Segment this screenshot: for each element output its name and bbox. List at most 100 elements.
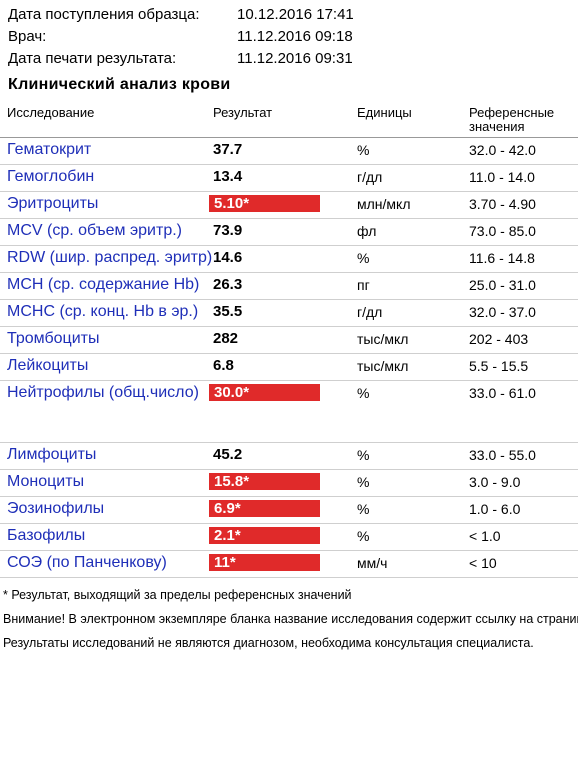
- result-cell: 73.9: [213, 222, 351, 245]
- test-name: Моноциты: [7, 473, 85, 490]
- result-flagged: 15.8*: [209, 473, 320, 490]
- info-label: Дата печати результата:: [8, 50, 177, 67]
- table-row: Базофилы 2.1*% < 1.0: [0, 524, 578, 551]
- table-row: Гематокрит 37.7% 32.0 - 42.0: [0, 138, 578, 165]
- units: тыс/мкл: [357, 358, 409, 374]
- result-cell: 13.4: [213, 168, 351, 191]
- result: 13.4: [213, 168, 243, 185]
- test-name: Лейкоциты: [7, 357, 89, 374]
- table-row: MCV (ср. объем эритр.) 73.9 фл 73.0 - 85.0: [0, 219, 578, 246]
- table-row: Гемоглобин 13.4 г/дл 11.0 - 14.0: [0, 165, 578, 192]
- test-name: Эритроциты: [7, 195, 99, 212]
- info-row: Врач: 11.12.2016 09:18: [8, 28, 353, 46]
- reference-range: < 10: [469, 555, 497, 571]
- result-flagged: 5.10*: [209, 195, 320, 212]
- note: Результаты исследований не являются диаг…: [3, 636, 534, 650]
- notes: * Результат, выходящий за пределы рефере…: [3, 588, 578, 660]
- units: %: [357, 142, 370, 158]
- result-cell: 5.10*: [209, 195, 351, 218]
- table-row: Лимфоциты 45.2% 33.0 - 55.0: [0, 443, 578, 470]
- result-flagged: 30.0*: [209, 384, 320, 401]
- table-row: Тромбоциты 282 тыс/мкл 202 - 403: [0, 327, 578, 354]
- result-cell: 35.5: [213, 303, 351, 326]
- result: 6.8: [213, 357, 234, 374]
- units: мм/ч: [357, 555, 388, 571]
- table-row: MCH (ср. содержание Hb) 26.3 пг 25.0 - 31.0: [0, 273, 578, 300]
- result-flagged: 6.9*: [209, 500, 320, 517]
- table-row: Нейтрофилы (общ.число) 30.0*% 33.0 - 61.0: [0, 381, 578, 443]
- test-name: MCH (ср. содержание Hb): [7, 276, 200, 293]
- reference-range: 11.0 - 14.0: [469, 169, 535, 185]
- units: %: [357, 474, 370, 490]
- result: 37.7: [213, 141, 243, 158]
- units: %: [357, 501, 370, 517]
- result-cell: 11*: [209, 554, 351, 577]
- reference-range: 202 - 403: [469, 331, 529, 347]
- table-row: Эритроциты 5.10* млн/мкл 3.70 - 4.90: [0, 192, 578, 219]
- column-header: Исследование: [7, 105, 95, 120]
- result-cell: 2.1*: [209, 527, 351, 550]
- result-cell: 15.8*: [209, 473, 351, 496]
- units: фл: [357, 223, 377, 239]
- result-cell: 282: [213, 330, 351, 353]
- test-name: Лимфоциты: [7, 446, 97, 463]
- result-cell: 6.9*: [209, 500, 351, 523]
- units: %: [357, 447, 370, 463]
- test-name: Эозинофилы: [7, 500, 105, 517]
- result-flagged: 2.1*: [209, 527, 320, 544]
- result-cell: 37.7: [213, 141, 351, 164]
- info-value: 10.12.2016 17:41: [237, 6, 354, 23]
- result: 26.3: [213, 276, 243, 293]
- units: г/дл: [357, 169, 383, 185]
- units: %: [357, 528, 370, 544]
- result: 73.9: [213, 222, 243, 239]
- reference-range: 3.0 - 9.0: [469, 474, 521, 490]
- section-title: Клинический анализ крови: [8, 76, 231, 93]
- units: %: [357, 385, 370, 401]
- units: %: [357, 250, 370, 266]
- column-header: Референсные значения: [469, 105, 555, 134]
- table-row: Лейкоциты 6.8 тыс/мкл 5.5 - 15.5: [0, 354, 578, 381]
- result-cell: 14.6: [213, 249, 351, 272]
- test-name: MCV (ср. объем эритр.): [7, 222, 182, 239]
- reference-range: < 1.0: [469, 528, 501, 544]
- table-row: Эозинофилы 6.9*% 1.0 - 6.0: [0, 497, 578, 524]
- info-value: 11.12.2016 09:18: [237, 28, 353, 45]
- test-name: MCHC (ср. конц. Hb в эр.): [7, 303, 199, 320]
- table-row: СОЭ (по Панченкову) 11* мм/ч < 10: [0, 551, 578, 578]
- results-table: Исследование Результат Единицы Референсн…: [0, 104, 578, 578]
- test-name: Базофилы: [7, 527, 86, 544]
- reference-range: 32.0 - 42.0: [469, 142, 536, 158]
- result: 35.5: [213, 303, 243, 320]
- info-label: Врач:: [8, 28, 47, 45]
- reference-range: 25.0 - 31.0: [469, 277, 536, 293]
- info-label: Дата поступления образца:: [8, 6, 200, 23]
- test-name: RDW (шир. распред. эритр): [7, 249, 213, 266]
- test-name: Тромбоциты: [7, 330, 100, 347]
- table-row: RDW (шир. распред. эритр) 14.6% 11.6 - 14.…: [0, 246, 578, 273]
- info-row: Дата поступления образца: 10.12.2016 17:4…: [8, 6, 354, 24]
- table-header: Исследование Результат Единицы Референсн…: [0, 104, 578, 138]
- info-value: 11.12.2016 09:31: [237, 50, 353, 67]
- reference-range: 73.0 - 85.0: [469, 223, 536, 239]
- result: 14.6: [213, 249, 243, 266]
- result-cell: 45.2: [213, 446, 351, 469]
- test-name: СОЭ (по Панченкову): [7, 554, 167, 571]
- result-cell: 30.0*: [209, 384, 351, 442]
- column-header: Единицы: [357, 105, 412, 120]
- test-name: Гемоглобин: [7, 168, 95, 185]
- reference-range: 1.0 - 6.0: [469, 501, 521, 517]
- result-cell: 26.3: [213, 276, 351, 299]
- reference-range: 33.0 - 61.0: [469, 385, 536, 401]
- result-flagged: 11*: [209, 554, 320, 571]
- note: Внимание! В электронном экземпляре бланк…: [3, 612, 578, 626]
- reference-range: 32.0 - 37.0: [469, 304, 536, 320]
- result: 45.2: [213, 446, 243, 463]
- test-name: Гематокрит: [7, 141, 92, 158]
- reference-range: 33.0 - 55.0: [469, 447, 536, 463]
- result-cell: 6.8: [213, 357, 351, 380]
- units: тыс/мкл: [357, 331, 409, 347]
- units: пг: [357, 277, 370, 293]
